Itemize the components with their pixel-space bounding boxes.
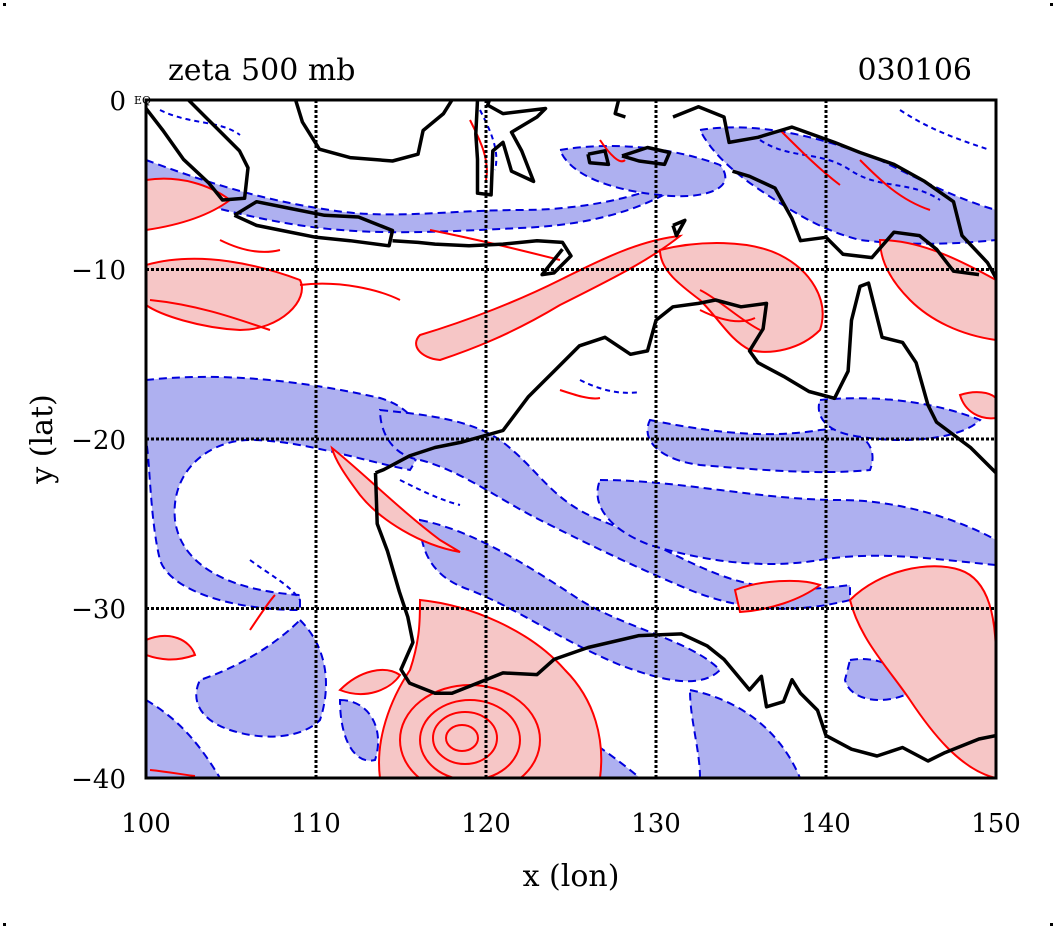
noise-contours — [159, 109, 991, 601]
coastline-new-guinea — [672, 105, 996, 279]
positive-region — [338, 669, 402, 695]
coastline-australia — [374, 281, 996, 475]
corner-mark — [3, 3, 6, 6]
corner-mark — [3, 923, 6, 926]
y-axis-label: y (lat) — [25, 394, 60, 484]
vortex-contour — [419, 699, 521, 778]
vortex-contour — [432, 711, 498, 765]
x-tick-label: 140 — [801, 809, 851, 839]
coastlines — [146, 100, 996, 837]
coastline-buru-flores — [586, 149, 611, 167]
negative-region — [558, 145, 727, 198]
positive-region — [415, 234, 684, 362]
positive-region — [878, 238, 996, 342]
x-tick-label: 120 — [461, 809, 511, 839]
positive-region — [378, 598, 603, 778]
contour — [149, 769, 196, 777]
y-tick-label: −40 — [71, 765, 126, 795]
coastline-lesser-sunda — [392, 238, 573, 277]
contour — [149, 299, 271, 331]
coastline-timor-sea-islands — [671, 218, 687, 238]
negative-region — [378, 408, 851, 610]
x-tick-labels: 100 110 120 130 140 150 — [121, 809, 1021, 839]
y-tick-label: −20 — [71, 426, 126, 456]
x-tick-label: 100 — [121, 809, 171, 839]
positive-region — [733, 579, 823, 614]
positive-region — [848, 565, 996, 778]
corner-mark — [1050, 923, 1053, 926]
x-axis-label: x (lon) — [523, 859, 620, 894]
negative-region — [646, 418, 874, 474]
positive-region — [658, 242, 824, 353]
y-tick-label: −30 — [71, 595, 126, 625]
plot-frame — [144, 98, 998, 780]
x-tick-label: 110 — [291, 809, 341, 839]
y-tick-labels: 0 −10 −20 −30 −40 — [71, 87, 126, 795]
map-date: 030106 — [857, 53, 972, 88]
contour — [699, 289, 761, 331]
coastline-java — [233, 199, 395, 248]
negative-region — [195, 618, 327, 738]
y-tick-label: −10 — [71, 256, 126, 286]
coastline-tasmania — [906, 790, 967, 837]
corner-mark — [1050, 3, 1053, 6]
vortex-contour — [445, 724, 479, 752]
positive-region — [958, 391, 996, 420]
coastline-halmahera — [613, 100, 626, 119]
positive-region — [146, 257, 303, 332]
coastline-new-guinea-south — [731, 169, 980, 277]
positive-region — [146, 635, 197, 661]
positive-vorticity-fill — [146, 177, 996, 778]
coastline-south-coast — [373, 472, 996, 763]
coastline-sumatra — [146, 100, 250, 202]
x-tick-label: 150 — [971, 809, 1021, 839]
coastline-borneo — [293, 100, 454, 163]
negative-region — [338, 698, 380, 762]
map-title: zeta 500 mb — [168, 53, 356, 88]
negative-region — [418, 518, 722, 683]
coastline-seram — [621, 145, 672, 167]
negative-region — [146, 375, 421, 612]
contour — [299, 282, 401, 301]
y-tick-label: 0 — [109, 87, 126, 117]
negative-region — [596, 478, 996, 567]
contour — [249, 594, 276, 631]
coastline-sulawesi — [474, 100, 548, 197]
equator-label: EQ — [134, 94, 151, 107]
negative-region — [698, 126, 996, 245]
negative-region — [817, 397, 982, 441]
x-tick-label: 130 — [631, 809, 681, 839]
lat-lon-grid — [146, 100, 996, 778]
